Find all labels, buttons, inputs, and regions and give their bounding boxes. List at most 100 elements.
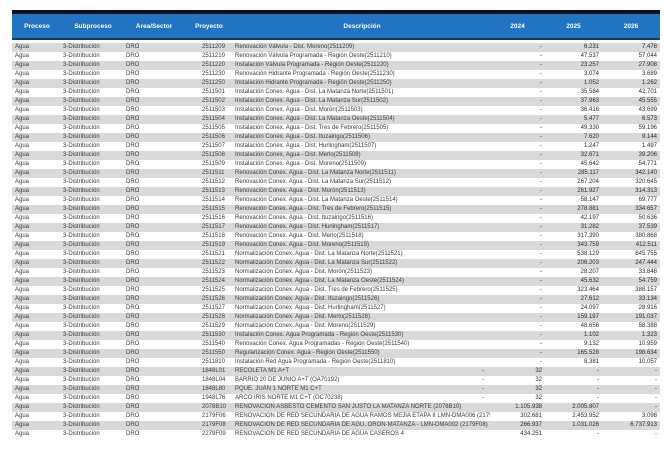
- cell-subproceso: 3-Distribución: [63, 377, 100, 383]
- cell-area-sector: DRO: [126, 215, 140, 221]
- cell-descripcion: Renovación Conex. Agua - Dist. Moreno(25…: [234, 241, 490, 250]
- descripcion-trailing-dash: -: [482, 368, 484, 374]
- cell-2024: -: [540, 125, 542, 131]
- cell-2026: 380.868: [635, 233, 657, 239]
- cell-subproceso: 3-Distribución: [63, 233, 100, 239]
- table-row: Agua 3-Distribución DRO 2511507 Instalación …: [12, 142, 660, 151]
- cell-2024: -: [540, 107, 542, 113]
- cell-2024: 32: [535, 377, 542, 383]
- cell-2025: 27.612: [580, 296, 599, 302]
- descripcion-text: Instalación Conex. Agua - Dist. Tres de …: [235, 125, 389, 131]
- cell-proyecto: 2511509: [202, 161, 225, 167]
- cell-2026: 1.497: [641, 143, 657, 149]
- cell-2025: 37.963: [580, 98, 599, 104]
- cell-2024: 266.937: [520, 422, 542, 428]
- cell-proyecto: 2511507: [202, 143, 225, 149]
- cell-descripcion: RENOVACIÓN ASBESTO CEMENTO SAN JUSTO LA …: [234, 403, 490, 412]
- cell-2026: -: [655, 395, 657, 401]
- cell-proyecto: 2511502: [202, 98, 225, 104]
- table-row: Agua 3-Distribución DRO 2511524 Normalizació…: [12, 277, 660, 286]
- cell-2025: 58.147: [580, 197, 599, 203]
- cell-proceso: Agua: [15, 323, 30, 329]
- descripcion-text: ARCO IRIS NORTE M1 C+T (OC70238): [235, 395, 343, 401]
- cell-descripcion: RENOVACIÓN DE RED SECUNDARIA DE AGUA RAM…: [234, 412, 490, 421]
- descripcion-text: Renovación Conex. Agua - Dist. Moreno(25…: [235, 242, 369, 248]
- descripcion-text: PQUE. JUAN 1 NORTE M1 C+T: [235, 386, 322, 392]
- cell-descripcion: Normalización Conex. Agua - Dist. La Mat…: [234, 277, 490, 286]
- descripcion-text: RENOVACIÓN ASBESTO CEMENTO SAN JUSTO LA …: [235, 404, 462, 410]
- cell-proceso: Agua: [15, 431, 30, 437]
- cell-subproceso: 3-Distribución: [63, 71, 100, 77]
- cell-descripcion: Renovación Válvula - Dist. Moreno(251120…: [234, 43, 490, 52]
- cell-descripcion: Normalización Conex. Agua - Dist. La Mat…: [234, 259, 490, 268]
- cell-2025: 36.416: [580, 107, 599, 113]
- cell-2026: 43.699: [638, 107, 657, 113]
- cell-area-sector: DRO: [126, 251, 140, 257]
- cell-proyecto: 2511522: [202, 260, 225, 266]
- cell-proyecto: 1848L01: [202, 368, 226, 374]
- descripcion-text: Instalación Conex. Agua - Dist. La Matan…: [235, 116, 395, 122]
- cell-2026: 198.634: [635, 350, 657, 356]
- cell-2026: 247.444: [635, 260, 657, 266]
- cell-2025: 317.390: [577, 233, 599, 239]
- cell-subproceso: 3-Distribución: [63, 251, 100, 257]
- header-proceso: Proceso: [24, 22, 50, 30]
- cell-proceso: Agua: [15, 179, 30, 185]
- cell-2026: 57.044: [638, 53, 657, 59]
- cell-descripcion: Renovación Conex. Agua - Dist. La Matanz…: [234, 178, 490, 187]
- cell-2026: 69.777: [638, 197, 657, 203]
- cell-2024: -: [540, 44, 542, 50]
- header-2025: 2025: [566, 22, 581, 30]
- cell-area-sector: DRO: [126, 341, 140, 347]
- table-row: Agua 3-Distribución DRO 2511540 Renovación C…: [12, 340, 660, 349]
- cell-descripcion: Instalación Conex. Agua - Dist. La Matan…: [234, 97, 490, 106]
- cell-2025: 48.656: [580, 323, 599, 329]
- cell-2025: 7.620: [583, 134, 599, 140]
- table-row: Agua 3-Distribución DRO 2279F09 RENOVACION D…: [12, 430, 660, 439]
- cell-descripcion: RENOVACIÓN DE RED SECUNDARIA DE AGU..ORÓ…: [234, 421, 490, 430]
- cell-proyecto: 2511220: [202, 62, 225, 68]
- cell-area-sector: DRO: [126, 53, 140, 59]
- cell-2025: 261.927: [577, 188, 599, 194]
- cell-area-sector: DRO: [126, 80, 140, 86]
- cell-proyecto: 2511210: [202, 53, 225, 59]
- cell-2026: 645.755: [635, 251, 657, 257]
- cell-proyecto: 2511513: [202, 188, 225, 194]
- cell-proyecto: 2511508: [202, 152, 225, 158]
- cell-proyecto: 2511526: [202, 296, 225, 302]
- cell-2026: 28.916: [638, 305, 657, 311]
- cell-subproceso: 3-Distribución: [63, 413, 100, 419]
- cell-2024: -: [540, 287, 542, 293]
- descripcion-text: Normalización Conex. Agua - Dist. La Mat…: [235, 251, 403, 257]
- cell-area-sector: DRO: [126, 89, 140, 95]
- cell-area-sector: DRO: [126, 134, 140, 140]
- cell-2024: -: [540, 224, 542, 230]
- cell-subproceso: 3-Distribución: [63, 125, 100, 131]
- table-row: Agua 3-Distribución DRO 2511512 Renovación C…: [12, 178, 660, 187]
- cell-descripcion: Instalación Conex. Agua - Dist. Merlo(25…: [234, 151, 490, 160]
- cell-subproceso: 3-Distribución: [63, 287, 100, 293]
- table-row: Agua 3-Distribución DRO 2511550 Regularizaci…: [12, 349, 660, 358]
- cell-2026: 54.759: [638, 278, 657, 284]
- cell-subproceso: 3-Distribución: [63, 359, 100, 365]
- cell-proceso: Agua: [15, 233, 30, 239]
- cell-area-sector: DRO: [126, 242, 140, 248]
- cell-2025: 5.477: [583, 116, 599, 122]
- table-row: Agua 3-Distribución DRO 2511525 Normalizació…: [12, 286, 660, 295]
- cell-proyecto: 2511518: [202, 233, 225, 239]
- cell-2025: 343.759: [577, 242, 599, 248]
- cell-area-sector: DRO: [126, 107, 140, 113]
- cell-area-sector: DRO: [126, 386, 140, 392]
- cell-proceso: Agua: [15, 197, 30, 203]
- cell-proceso: Agua: [15, 359, 30, 365]
- cell-2025: 45.642: [580, 161, 599, 167]
- cell-area-sector: DRO: [126, 314, 140, 320]
- header-descripcion: Descripción: [343, 22, 381, 30]
- descripcion-text: Renovación Conex. Agua - Dist. Tres de F…: [235, 206, 392, 212]
- cell-subproceso: 3-Distribución: [63, 215, 100, 221]
- cell-descripcion: Instalación Conex. Agua - Dist. La Matan…: [234, 115, 490, 124]
- cell-proyecto: 2511515: [202, 206, 225, 212]
- cell-area-sector: DRO: [126, 350, 140, 356]
- cell-descripcion: Instalación Conex. Agua - Dist. La Matan…: [234, 88, 490, 97]
- descripcion-text: Renovación Conex. Agua - Dist. Ituzaingo…: [235, 215, 373, 221]
